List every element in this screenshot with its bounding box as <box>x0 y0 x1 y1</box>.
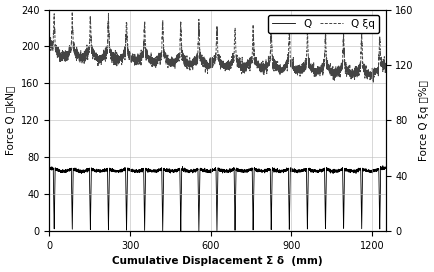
Q <box>372 168 377 171</box>
Q ξq <box>206 62 211 66</box>
X-axis label: Cumulative Displacement Σ δ  (mm): Cumulative Displacement Σ δ (mm) <box>112 256 322 267</box>
Q <box>46 165 52 169</box>
Line: Q ξq: Q ξq <box>49 12 385 83</box>
Q ξq <box>355 71 361 74</box>
Q ξq <box>46 41 52 45</box>
Q <box>206 169 211 172</box>
Y-axis label: Force Q （kN）: Force Q （kN） <box>6 86 16 155</box>
Q <box>355 168 361 172</box>
Q ξq <box>290 65 296 68</box>
Q ξq <box>370 81 375 85</box>
Q <box>178 230 183 233</box>
Q ξq <box>382 61 388 64</box>
Q <box>379 164 385 167</box>
Legend: Q, Q ξq: Q, Q ξq <box>267 15 378 33</box>
Q <box>290 169 296 172</box>
Line: Q: Q <box>49 166 385 231</box>
Q ξq <box>191 57 196 60</box>
Q ξq <box>187 60 193 64</box>
Q ξq <box>372 66 377 69</box>
Y-axis label: Force Q ξq （%）: Force Q ξq （%） <box>418 80 428 161</box>
Q <box>187 169 193 172</box>
Q <box>191 169 196 173</box>
Q ξq <box>69 10 75 14</box>
Q <box>382 166 388 169</box>
